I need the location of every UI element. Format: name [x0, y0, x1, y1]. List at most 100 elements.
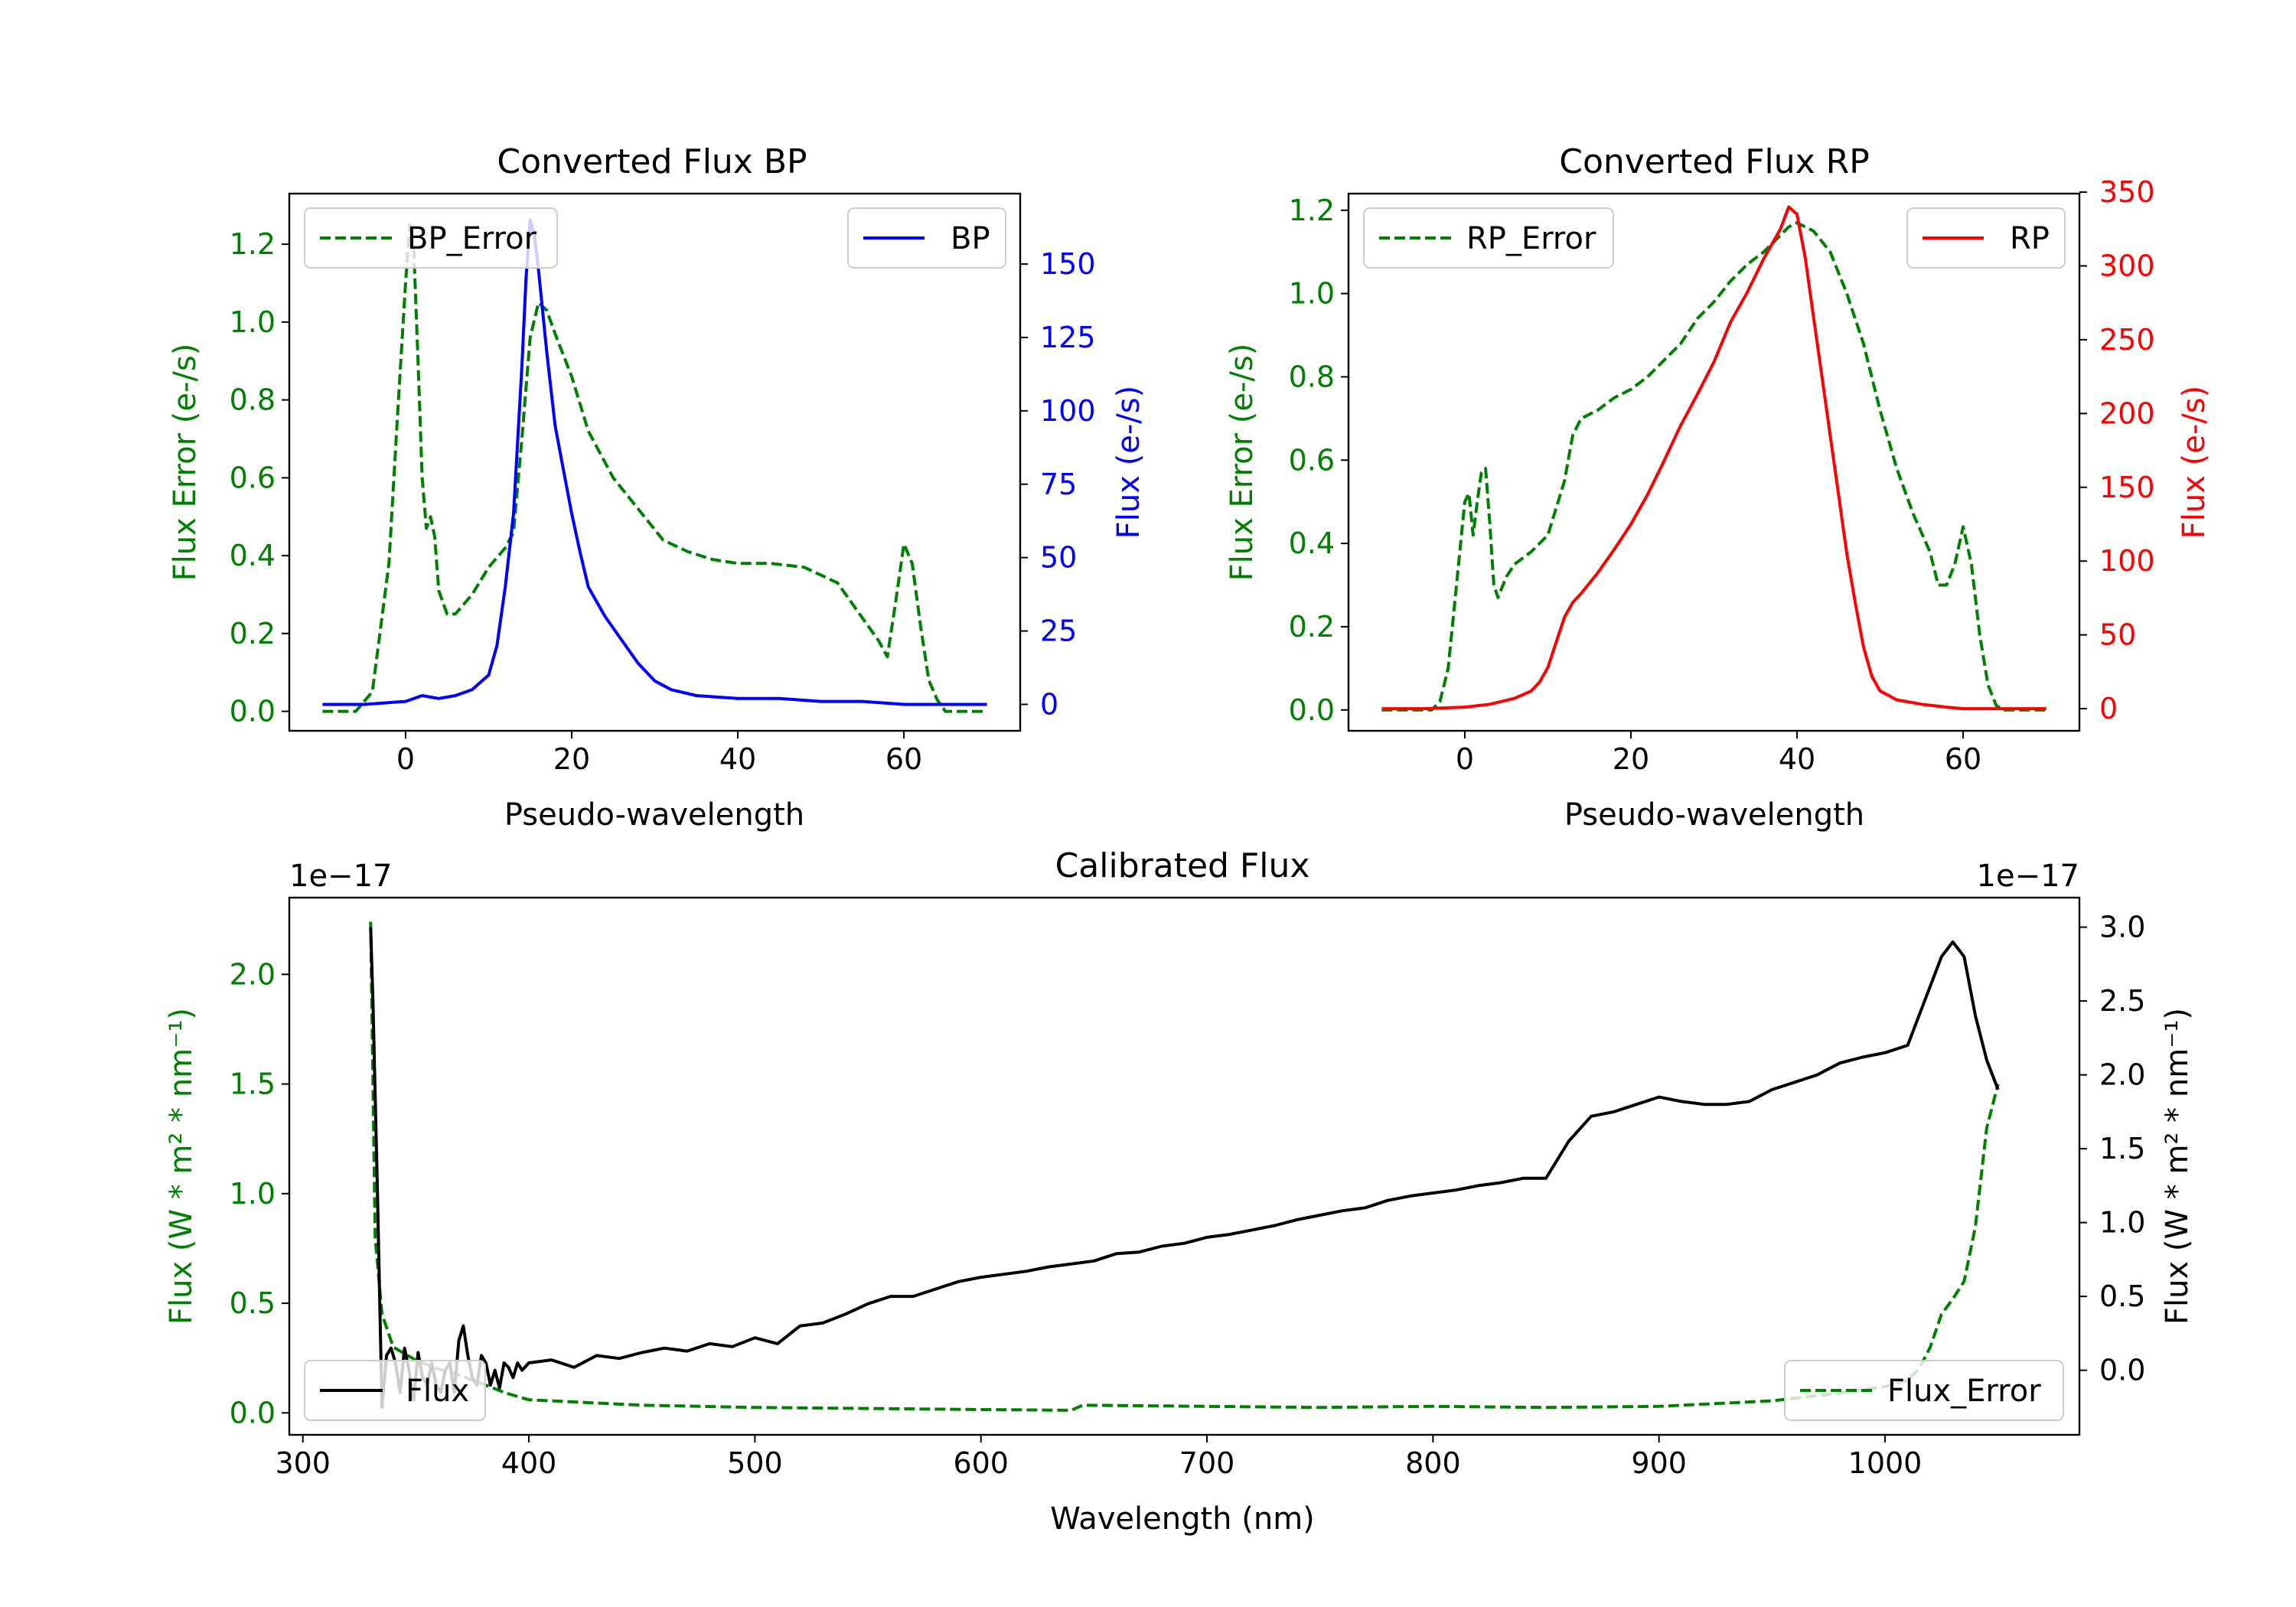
calibrated-right-tick-label: 1.0 — [2099, 1206, 2145, 1240]
bp-left-tick-label: 0.4 — [230, 539, 276, 572]
bp-frame — [288, 192, 1022, 732]
calibrated-left-tick-label: 0.5 — [230, 1286, 276, 1320]
calibrated-right-tick-label: 0.5 — [2099, 1279, 2145, 1313]
bp-x-tick-label: 0 — [396, 742, 415, 776]
bp-plot-area — [322, 218, 987, 713]
rp-right-tick-label: 200 — [2099, 396, 2155, 430]
bp-right-tick-label: 50 — [1040, 541, 1077, 575]
calibrated-series-flux — [369, 927, 2000, 1409]
calibrated-left-tick-label: 1.5 — [230, 1068, 276, 1101]
rp-left-tick-label: 0.8 — [1289, 360, 1335, 393]
calibrated-right-tick-label: 1.5 — [2099, 1132, 2145, 1165]
bp-left-tick-label: 1.2 — [230, 227, 276, 261]
bp-series-bp — [322, 218, 987, 706]
rp-right-tick-label: 300 — [2099, 249, 2155, 283]
bp-legend-error-label: BP_Error — [407, 221, 537, 256]
bp-left-tick-label: 0.2 — [230, 617, 276, 650]
bp-right-tick-label: 25 — [1040, 614, 1077, 648]
calibrated-left-tick-label: 1.0 — [230, 1177, 276, 1211]
calibrated-x-tick-label: 1000 — [1848, 1446, 1923, 1480]
rp-x-tick-label: 20 — [1613, 742, 1649, 776]
rp-left-tick-label: 0.2 — [1289, 610, 1335, 644]
calibrated-left-offset: 1e−17 — [289, 859, 392, 894]
calibrated-legend-error: Flux_Error — [1784, 1360, 2064, 1421]
calibrated-right-tick-label: 3.0 — [2099, 911, 2145, 944]
rp-legend-flux-label: RP — [2010, 221, 2050, 256]
rp-legend-error-box — [1363, 207, 1614, 269]
calibrated-x-ticks: 300 400 500 600 700 800 900 1000 — [275, 1435, 1922, 1480]
rp-panel: Converted Flux RP 0 20 40 60 0.00.20.40.60.… — [1225, 142, 2212, 833]
bp-series-bp-error — [322, 223, 987, 713]
rp-right-tick-label: 100 — [2099, 544, 2155, 578]
bp-legend-error-box — [304, 207, 558, 269]
bp-x-label: Pseudo-wavelength — [504, 797, 804, 833]
bp-left-label: Flux Error (e-/s) — [168, 344, 203, 582]
rp-series-rp-error — [1381, 221, 2047, 712]
rp-x-tick-label: 60 — [1945, 742, 1981, 776]
calibrated-x-tick-label: 800 — [1405, 1446, 1461, 1480]
calibrated-legend-flux: Flux — [304, 1360, 486, 1421]
bp-legend-flux-label: BP — [951, 221, 990, 256]
calibrated-right-tick-label: 2.5 — [2099, 984, 2145, 1018]
rp-legend-error: RP_Error — [1363, 207, 1614, 269]
bp-left-tick-label: 0.8 — [230, 383, 276, 417]
bp-right-tick-label: 100 — [1040, 394, 1096, 428]
bp-left-ticks: 0.0 0.2 0.4 0.6 0.8 1.0 1.2 — [230, 227, 289, 729]
calibrated-panel: Calibrated Flux 300 400 500 600 700 800 900 100… — [164, 846, 2195, 1537]
rp-left-tick-label: 0.0 — [1289, 693, 1335, 727]
calibrated-x-tick-label: 500 — [727, 1446, 783, 1480]
rp-right-label: Flux (e-/s) — [2177, 386, 2212, 539]
rp-title: Converted Flux RP — [1559, 142, 1870, 181]
calibrated-legend-error-label: Flux_Error — [1887, 1374, 2041, 1409]
bp-legend-error: BP_Error — [304, 207, 558, 269]
bp-x-tick-label: 60 — [885, 742, 922, 776]
rp-legend-flux: RP — [1906, 207, 2066, 269]
rp-right-ticks: 0 50 100 150 200 250 300 350 — [2079, 175, 2155, 725]
bp-right-tick-label: 75 — [1040, 468, 1077, 501]
bp-legend-flux: BP — [847, 207, 1006, 269]
bp-left-tick-label: 0.6 — [230, 461, 276, 494]
calibrated-x-tick-label: 300 — [275, 1446, 331, 1480]
rp-left-tick-label: 0.6 — [1289, 443, 1335, 477]
bp-right-ticks: 0 25 50 75 100 125 150 — [1020, 247, 1096, 721]
rp-legend-error-label: RP_Error — [1466, 221, 1596, 256]
rp-left-tick-label: 0.4 — [1289, 526, 1335, 560]
calibrated-left-ticks: 0.0 0.5 1.0 1.5 2.0 — [230, 957, 289, 1429]
bp-left-tick-label: 0.0 — [230, 695, 276, 729]
rp-frame — [1347, 192, 2081, 732]
calibrated-x-tick-label: 700 — [1179, 1446, 1235, 1480]
calibrated-legend-flux-box — [304, 1360, 486, 1421]
bp-right-label: Flux (e-/s) — [1111, 386, 1146, 539]
calibrated-x-label: Wavelength (nm) — [1050, 1501, 1315, 1537]
rp-series-rp — [1381, 205, 2047, 711]
rp-plot-area — [1381, 205, 2047, 712]
rp-left-tick-label: 1.0 — [1289, 277, 1335, 311]
bp-panel: Converted Flux BP 0 20 40 60 0.00.20.40.60.… — [168, 142, 1146, 833]
bp-right-tick-label: 150 — [1040, 247, 1096, 281]
rp-right-tick-label: 150 — [2099, 471, 2155, 504]
calibrated-right-offset: 1e−17 — [1977, 859, 2079, 894]
calibrated-left-label: Flux (W * m² * nm⁻¹) — [164, 1008, 199, 1325]
bp-right-tick-label: 0 — [1040, 687, 1058, 721]
rp-right-tick-label: 50 — [2099, 618, 2136, 652]
calibrated-x-tick-label: 600 — [953, 1446, 1009, 1480]
bp-legend-flux-box — [847, 207, 1006, 269]
calibrated-legend-flux-label: Flux — [406, 1374, 469, 1409]
calibrated-right-label: Flux (W * m² * nm⁻¹) — [2160, 1008, 2195, 1325]
rp-left-label: Flux Error (e-/s) — [1225, 344, 1260, 582]
calibrated-left-tick-label: 2.0 — [230, 957, 276, 991]
rp-x-tick-label: 0 — [1456, 742, 1474, 776]
rp-right-tick-label: 250 — [2099, 323, 2155, 357]
calibrated-series-flux-error — [369, 921, 2000, 1412]
rp-right-tick-label: 350 — [2099, 175, 2155, 209]
bp-x-tick-label: 40 — [719, 742, 756, 776]
calibrated-right-tick-label: 2.0 — [2099, 1058, 2145, 1092]
rp-left-ticks: 0.0 0.2 0.4 0.6 0.8 1.0 1.2 — [1289, 194, 1349, 727]
rp-x-ticks: 0 20 40 60 — [1456, 731, 1981, 776]
calibrated-right-ticks: 0.0 0.5 1.0 1.5 2.0 2.5 3.0 — [2079, 911, 2145, 1387]
rp-x-label: Pseudo-wavelength — [1564, 797, 1864, 833]
calibrated-plot-area — [369, 921, 2000, 1412]
rp-left-tick-label: 1.2 — [1289, 194, 1335, 227]
calibrated-x-tick-label: 400 — [501, 1446, 557, 1480]
